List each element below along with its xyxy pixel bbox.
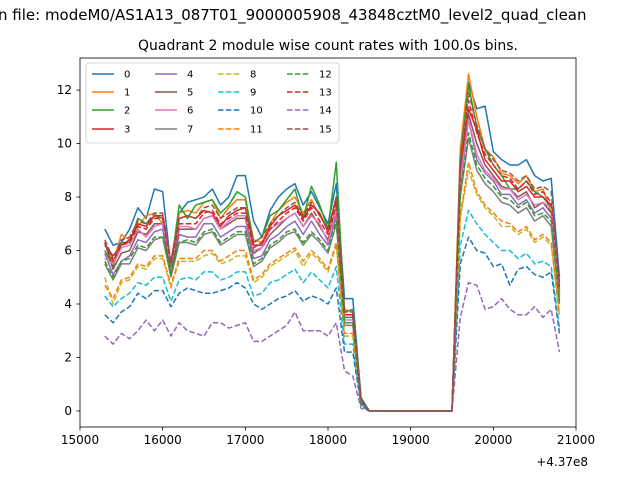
- legend-label-4: 4: [187, 70, 193, 81]
- x-tick-label: 17000: [226, 433, 264, 447]
- legend-label-0: 0: [124, 70, 130, 81]
- series-line-8: [104, 169, 561, 412]
- series-line-13: [104, 100, 561, 412]
- legend-label-5: 5: [187, 88, 193, 99]
- legend-label-3: 3: [124, 125, 130, 136]
- legend-label-9: 9: [250, 88, 256, 99]
- legend-label-12: 12: [319, 70, 332, 81]
- legend-label-13: 13: [319, 88, 332, 99]
- series-line-0: [104, 81, 561, 412]
- series-line-4: [104, 118, 561, 412]
- series-line-10: [104, 236, 561, 412]
- legend-label-15: 15: [319, 125, 332, 136]
- x-tick-label: 19000: [392, 433, 430, 447]
- axes: 15000 16000 17000 18000 19000 20000 21000 0 2 4 6 8…: [57, 57, 595, 447]
- y-tick-label: 6: [64, 244, 72, 258]
- series-line-12: [104, 132, 561, 412]
- legend-label-8: 8: [250, 70, 256, 81]
- plot-area: [104, 73, 561, 412]
- y-tick-label: 2: [64, 350, 72, 364]
- legend-label-7: 7: [187, 125, 193, 136]
- y-tick-label: 10: [57, 137, 72, 151]
- legend-label-11: 11: [250, 125, 263, 136]
- figure-suptitle: n file: modeM0/AS1A13_087T01_9000005908_…: [0, 6, 587, 25]
- legend-label-6: 6: [187, 106, 193, 117]
- x-tick-label: 16000: [144, 433, 182, 447]
- x-axis-offset-label: +4.37e8: [536, 455, 588, 469]
- chart-title: Quadrant 2 module wise count rates with …: [138, 38, 518, 54]
- series-line-6: [104, 118, 561, 412]
- y-tick-label: 0: [64, 404, 72, 418]
- series-line-14: [104, 281, 561, 412]
- legend-label-14: 14: [319, 106, 332, 117]
- legend-box: [85, 62, 340, 144]
- legend-label-10: 10: [250, 106, 263, 117]
- x-tick-label: 20000: [474, 433, 512, 447]
- series-line-9: [104, 209, 561, 412]
- y-tick-label: 8: [64, 190, 72, 204]
- y-tick-label: 4: [64, 297, 72, 311]
- y-tick-label: 12: [57, 83, 72, 97]
- series-line-7: [104, 137, 561, 412]
- x-tick-label: 15000: [61, 433, 99, 447]
- legend-label-2: 2: [124, 106, 130, 117]
- series-line-15: [104, 92, 561, 412]
- legend-label-1: 1: [124, 88, 130, 99]
- x-tick-label: 21000: [557, 433, 595, 447]
- x-tick-label: 18000: [309, 433, 347, 447]
- series-line-11: [104, 161, 561, 412]
